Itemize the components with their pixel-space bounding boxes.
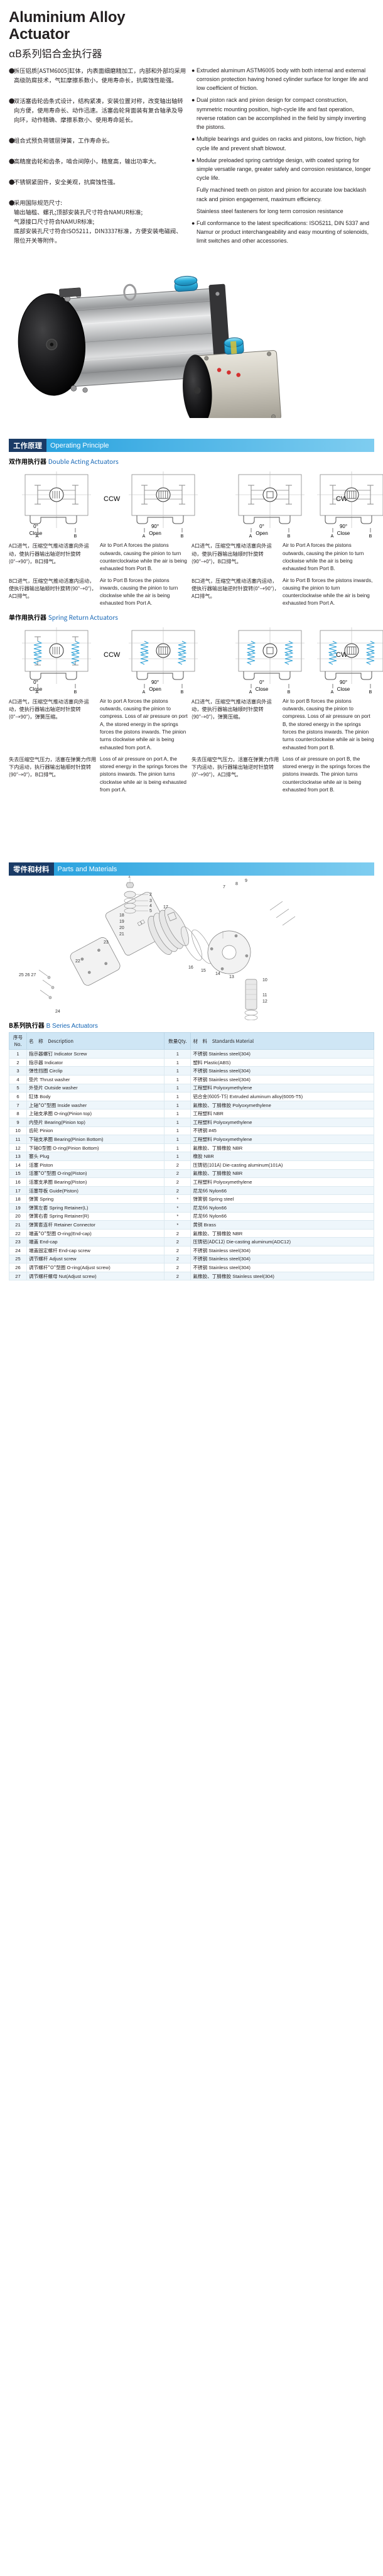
svg-text:1: 1 <box>128 876 131 879</box>
svg-text:3: 3 <box>149 899 152 903</box>
svg-text:90°: 90° <box>151 524 159 529</box>
svg-text:10: 10 <box>262 978 267 983</box>
svg-text:2: 2 <box>149 893 152 897</box>
svg-text:A: A <box>331 690 334 695</box>
svg-text:B: B <box>181 690 184 695</box>
svg-text:13: 13 <box>229 975 234 979</box>
svg-text:90°: 90° <box>151 680 159 685</box>
svg-text:B: B <box>181 534 184 539</box>
svg-text:Close: Close <box>337 531 350 536</box>
svg-text:19: 19 <box>119 920 124 924</box>
svg-text:A: A <box>143 534 146 539</box>
svg-text:22: 22 <box>75 959 80 964</box>
svg-text:CCW: CCW <box>104 651 121 659</box>
svg-text:Open: Open <box>256 531 268 536</box>
svg-text:CCW: CCW <box>104 495 121 503</box>
svg-text:A: A <box>249 534 252 539</box>
svg-text:Close: Close <box>30 531 43 536</box>
svg-text:17: 17 <box>163 905 168 910</box>
svg-text:25 26 27: 25 26 27 <box>19 973 36 977</box>
svg-text:Close: Close <box>30 686 43 692</box>
svg-text:Close: Close <box>337 686 350 692</box>
svg-text:B: B <box>74 534 77 539</box>
svg-text:12: 12 <box>262 999 267 1004</box>
svg-text:Open: Open <box>149 531 161 536</box>
svg-text:4: 4 <box>149 904 152 908</box>
svg-text:B: B <box>288 534 291 539</box>
svg-text:16: 16 <box>188 966 193 970</box>
svg-text:20: 20 <box>119 926 124 930</box>
svg-text:0°: 0° <box>259 680 264 685</box>
svg-text:23: 23 <box>104 940 109 945</box>
svg-text:B: B <box>369 690 372 695</box>
svg-text:14: 14 <box>215 972 220 976</box>
svg-text:9: 9 <box>245 879 247 883</box>
svg-text:0°: 0° <box>33 680 38 685</box>
svg-text:B: B <box>288 690 291 695</box>
svg-text:90°: 90° <box>340 680 347 685</box>
svg-text:Open: Open <box>149 686 161 692</box>
svg-text:A: A <box>249 690 252 695</box>
svg-text:21: 21 <box>119 932 124 937</box>
svg-text:18: 18 <box>119 913 124 918</box>
svg-text:7: 7 <box>223 885 225 889</box>
svg-text:11: 11 <box>262 993 267 998</box>
svg-text:Close: Close <box>256 686 269 692</box>
svg-text:A: A <box>143 690 146 695</box>
svg-text:A: A <box>331 534 334 539</box>
svg-text:90°: 90° <box>340 524 347 529</box>
svg-text:B: B <box>369 534 372 539</box>
svg-text:5: 5 <box>149 909 152 913</box>
svg-text:B: B <box>74 690 77 695</box>
svg-text:8: 8 <box>235 882 238 886</box>
svg-text:15: 15 <box>201 969 206 973</box>
svg-text:0°: 0° <box>33 524 38 529</box>
svg-text:24: 24 <box>55 1010 60 1014</box>
svg-text:0°: 0° <box>259 524 264 529</box>
